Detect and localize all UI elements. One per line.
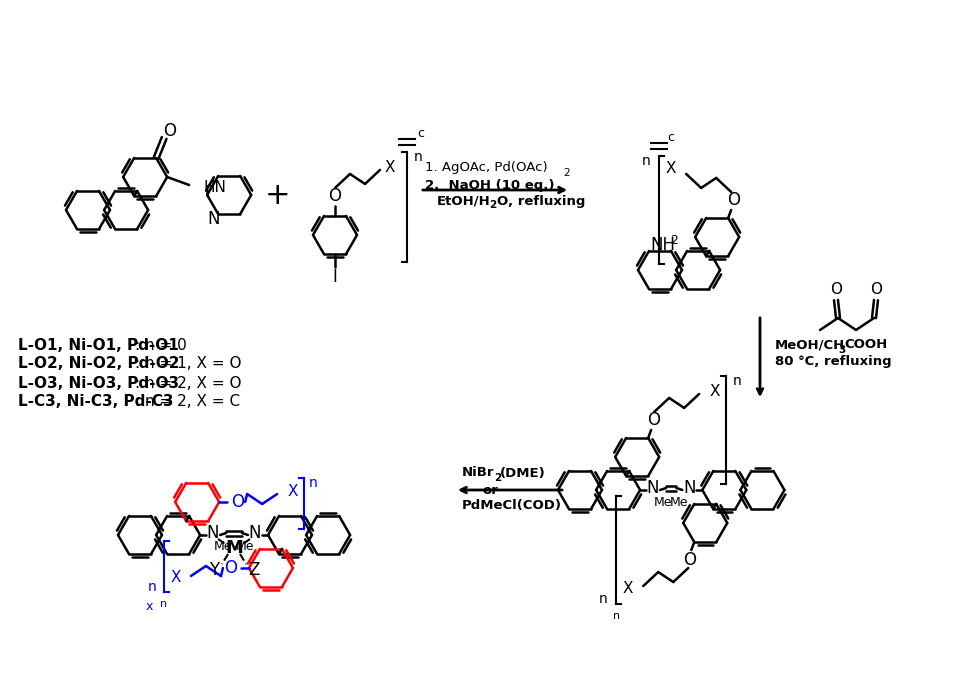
Text: Me: Me bbox=[214, 540, 232, 553]
Text: I: I bbox=[332, 268, 337, 286]
Text: Me: Me bbox=[654, 496, 672, 509]
Text: Z: Z bbox=[249, 561, 260, 579]
Text: 2: 2 bbox=[489, 200, 496, 210]
Text: O: O bbox=[225, 559, 237, 577]
Text: N: N bbox=[249, 524, 261, 542]
Text: X: X bbox=[709, 384, 720, 399]
Text: +: + bbox=[265, 181, 291, 210]
Text: : n = 1, X = O: : n = 1, X = O bbox=[135, 356, 242, 371]
Text: COOH: COOH bbox=[844, 339, 887, 352]
Text: O: O bbox=[830, 282, 842, 297]
Text: 1. AgOAc, Pd(OAc): 1. AgOAc, Pd(OAc) bbox=[425, 162, 547, 175]
Text: L-C3, Ni-C3, Pd-C3: L-C3, Ni-C3, Pd-C3 bbox=[18, 394, 174, 409]
Text: N: N bbox=[207, 210, 220, 228]
Text: Me: Me bbox=[670, 496, 688, 509]
Text: (DME): (DME) bbox=[500, 466, 545, 479]
Text: N: N bbox=[206, 524, 219, 542]
Text: MeOH/CH: MeOH/CH bbox=[775, 339, 845, 352]
Text: N: N bbox=[647, 479, 660, 497]
Text: n: n bbox=[160, 599, 167, 609]
Text: : n = 2, X = C: : n = 2, X = C bbox=[135, 394, 240, 409]
Text: X: X bbox=[385, 160, 396, 175]
Text: X: X bbox=[623, 581, 634, 595]
Text: L-O2, Ni-O2, Pd-O2: L-O2, Ni-O2, Pd-O2 bbox=[18, 356, 180, 371]
Text: 3: 3 bbox=[838, 345, 845, 355]
Text: Y: Y bbox=[209, 561, 219, 579]
Text: 2.  NaOH (10 eq.): 2. NaOH (10 eq.) bbox=[425, 179, 555, 191]
Text: 2: 2 bbox=[563, 168, 569, 178]
Text: or: or bbox=[482, 483, 498, 496]
Text: O: O bbox=[727, 191, 739, 209]
Text: n: n bbox=[148, 580, 156, 594]
Text: NH: NH bbox=[650, 236, 675, 254]
Text: L-O1, Ni-O1, Pd-O1: L-O1, Ni-O1, Pd-O1 bbox=[18, 337, 179, 352]
Text: O: O bbox=[230, 493, 244, 511]
Text: 2: 2 bbox=[670, 234, 678, 246]
Text: Me: Me bbox=[236, 540, 254, 553]
Text: L-O3, Ni-O3, Pd-O3: L-O3, Ni-O3, Pd-O3 bbox=[18, 375, 180, 390]
Text: : n = 0: : n = 0 bbox=[135, 337, 187, 352]
Text: n: n bbox=[641, 154, 650, 168]
Text: X: X bbox=[171, 570, 180, 585]
Text: c: c bbox=[667, 132, 674, 145]
Text: EtOH/H: EtOH/H bbox=[437, 194, 491, 208]
Text: x: x bbox=[145, 600, 153, 612]
Text: O: O bbox=[647, 411, 660, 429]
Text: O: O bbox=[162, 122, 176, 140]
Text: 2: 2 bbox=[494, 473, 501, 483]
Text: N: N bbox=[684, 479, 696, 497]
Text: O: O bbox=[870, 282, 882, 297]
Text: n: n bbox=[733, 374, 742, 388]
Text: O: O bbox=[328, 187, 342, 205]
Text: HN: HN bbox=[204, 179, 226, 194]
Text: n: n bbox=[598, 592, 608, 606]
Text: O: O bbox=[683, 551, 696, 569]
Text: c: c bbox=[417, 128, 424, 141]
Text: : n = 2, X = O: : n = 2, X = O bbox=[135, 375, 242, 390]
Text: PdMeCl(COD): PdMeCl(COD) bbox=[462, 500, 562, 513]
Text: NiBr: NiBr bbox=[462, 466, 494, 479]
Text: n: n bbox=[612, 611, 620, 621]
Text: n: n bbox=[309, 476, 318, 490]
Text: X: X bbox=[665, 162, 676, 177]
Text: M: M bbox=[225, 539, 243, 557]
Text: n: n bbox=[414, 150, 422, 164]
Text: X: X bbox=[287, 485, 298, 500]
Text: O, refluxing: O, refluxing bbox=[497, 194, 586, 208]
Text: 80 °C, refluxing: 80 °C, refluxing bbox=[775, 356, 892, 369]
